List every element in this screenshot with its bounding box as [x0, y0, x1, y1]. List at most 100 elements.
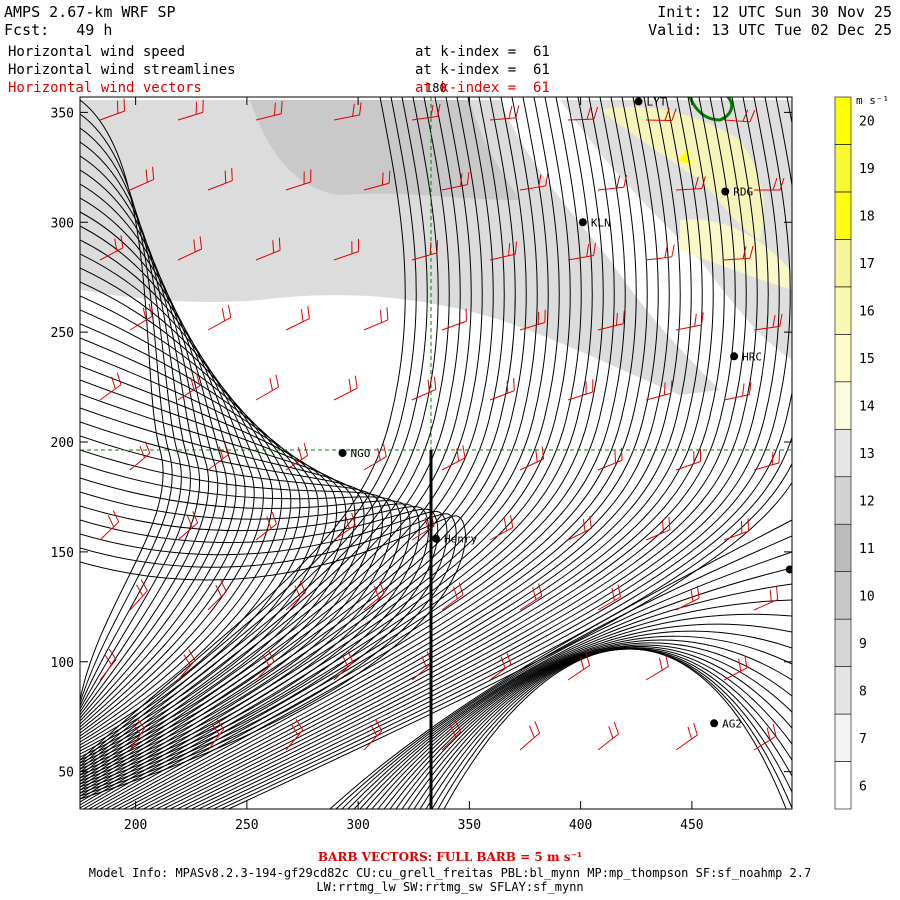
colorbar-cell	[834, 476, 852, 525]
wind-barb	[645, 654, 669, 681]
wind-barb	[99, 372, 122, 401]
streamline	[169, 97, 747, 809]
streamline	[129, 97, 681, 809]
streamline	[197, 97, 791, 809]
streamline	[80, 309, 301, 746]
streamline	[80, 281, 283, 740]
streamline	[80, 239, 255, 731]
colorbar-label: 7	[859, 732, 867, 747]
streamline	[80, 365, 337, 758]
streamline	[347, 567, 792, 809]
colorbar-cell	[834, 144, 852, 193]
colorbar-cell	[834, 381, 852, 430]
wind-barb	[441, 308, 467, 331]
wind-speed-shading-inner	[250, 100, 520, 200]
wind-barb	[489, 241, 518, 261]
wind-barb	[597, 584, 622, 611]
wind-barb	[285, 580, 306, 611]
colorbar-label: 10	[859, 589, 875, 604]
wind-barb	[129, 718, 145, 751]
streamline	[80, 197, 228, 722]
wind-barb	[567, 379, 594, 401]
streamline	[110, 97, 648, 809]
colorbar-cell	[834, 523, 852, 572]
streamline	[443, 648, 787, 809]
wind-barb	[597, 174, 628, 191]
wind-speed-yellow-2	[680, 219, 792, 290]
colorbar-cell	[834, 713, 852, 762]
wind-barb	[285, 719, 304, 751]
station-marker	[721, 187, 730, 196]
streamline	[359, 599, 792, 809]
streamline	[82, 97, 593, 809]
wind-barb	[441, 171, 470, 191]
streamline	[407, 646, 792, 809]
wind-barb	[723, 109, 756, 123]
wind-barb	[441, 720, 462, 751]
streamline	[190, 97, 780, 809]
colorbar-label: 18	[859, 210, 875, 225]
wind-barb	[489, 514, 514, 541]
wind-barb	[177, 511, 199, 541]
wind-barb	[255, 374, 280, 401]
streamline	[80, 127, 182, 707]
wind-barb	[753, 586, 779, 611]
colorbar-cell	[834, 666, 852, 715]
wind-barb	[207, 442, 230, 471]
streamline	[80, 97, 461, 776]
wind-barb	[255, 649, 275, 681]
wind-barb	[411, 103, 441, 121]
wind-barb	[99, 235, 124, 261]
wind-barb	[207, 168, 233, 191]
wind-barb	[567, 653, 591, 681]
streamline	[162, 97, 736, 809]
x-tick-label: 450	[680, 818, 703, 833]
streamline	[80, 253, 264, 734]
x-tick-label: 350	[458, 818, 481, 833]
streamline	[142, 97, 703, 809]
wind-barbs	[99, 98, 785, 751]
station-marker	[634, 97, 643, 106]
streamline	[341, 551, 792, 809]
streamline	[80, 97, 450, 773]
streamline	[80, 449, 393, 776]
streamline	[80, 155, 201, 713]
wind-barb	[333, 375, 358, 401]
y-tick-label: 200	[51, 436, 74, 451]
streamline	[80, 323, 310, 749]
wind-barb	[177, 236, 203, 261]
colorbar-label: 8	[859, 684, 867, 699]
colorbar-unit: m s⁻¹	[856, 94, 889, 107]
colorbar-cell	[834, 96, 852, 145]
streamline	[80, 97, 417, 764]
wind-barb	[333, 512, 356, 541]
streamline	[219, 462, 792, 809]
streamline	[98, 97, 626, 809]
station-label: RDG	[733, 185, 753, 198]
streamline	[155, 97, 725, 809]
streamline	[377, 630, 792, 809]
y-tick-label: 250	[51, 326, 74, 341]
meridian-label: 180	[425, 81, 447, 95]
wind-barb	[177, 649, 196, 681]
colorbar-label: 12	[859, 494, 875, 509]
colorbar-label: 14	[859, 400, 875, 415]
streamline	[104, 97, 637, 809]
init-time: Init: 12 UTC Sun 30 Nov 25	[657, 3, 892, 21]
wind-barb	[363, 581, 385, 611]
streamline	[212, 97, 792, 809]
wind-barb	[519, 173, 549, 191]
colorbar-label: 20	[859, 115, 875, 130]
streamline	[80, 97, 472, 779]
wind-barb	[99, 648, 117, 681]
streamline	[80, 97, 516, 791]
wind-barb	[489, 105, 520, 121]
wind-barb	[645, 380, 673, 401]
model-info-line2: LW:rrtmg_lw SW:rrtmg_sw SFLAY:sf_mynn	[316, 880, 584, 894]
wind-barb	[597, 721, 619, 751]
station-marker	[785, 565, 792, 574]
station-label: LYT	[646, 95, 666, 108]
wind-barb	[441, 445, 466, 471]
streamline	[80, 515, 466, 800]
streamline	[183, 97, 769, 809]
